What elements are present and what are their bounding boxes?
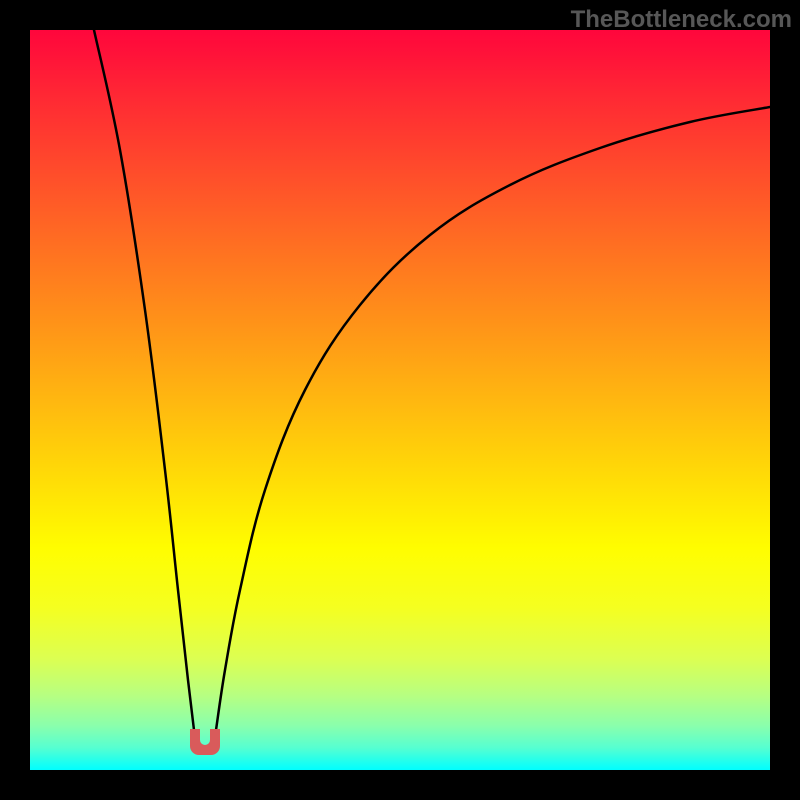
plot-area bbox=[30, 30, 770, 770]
gradient-background bbox=[30, 30, 770, 770]
plot-svg bbox=[30, 30, 770, 770]
watermark-text: TheBottleneck.com bbox=[571, 6, 792, 34]
chart-container: TheBottleneck.com bbox=[0, 0, 800, 800]
